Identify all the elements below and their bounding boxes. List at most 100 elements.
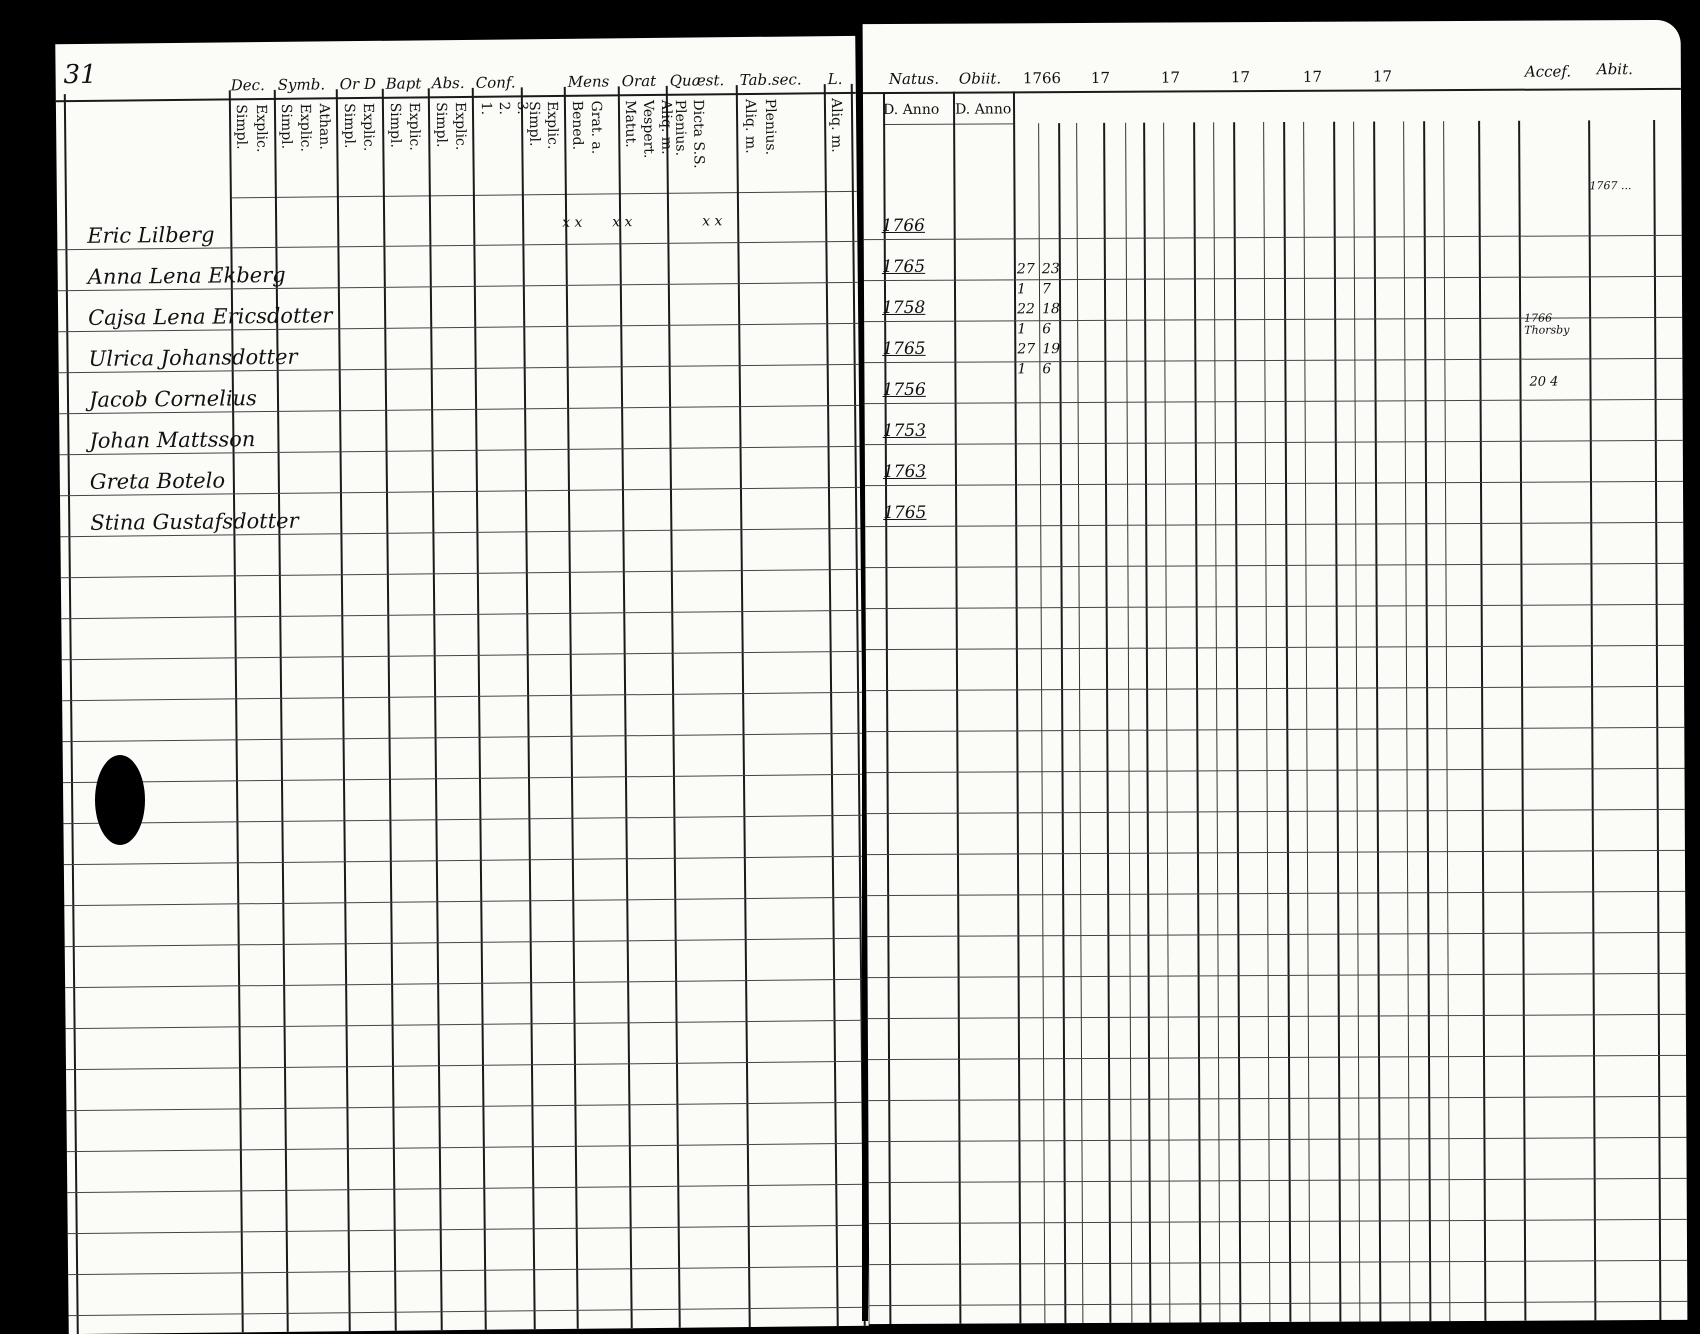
row-rule [865, 521, 1684, 528]
column-rule [1353, 121, 1361, 1322]
birth-year: 1763 [882, 461, 927, 483]
column-rule [1403, 121, 1411, 1322]
subheader: Simpl. [432, 102, 450, 148]
column-rule [1283, 121, 1292, 1322]
header-tab-sec: Tab.sec. [739, 70, 802, 90]
birth-year: 1765 [882, 338, 926, 360]
mark: x x [562, 214, 583, 231]
row-rule [868, 1177, 1687, 1184]
column-rule [1373, 121, 1382, 1322]
column-rule [1443, 121, 1451, 1322]
subheader: Simpl. [525, 101, 543, 147]
row-rule [864, 357, 1683, 364]
row-rule [866, 767, 1685, 774]
row-rule [865, 562, 1684, 569]
accessit-note: 1766 Thorsby [1524, 311, 1570, 337]
row-rule [863, 234, 1682, 241]
header-abs: Abs. [431, 73, 465, 93]
row-rule [867, 931, 1686, 938]
margin-note: 1767 ... [1589, 179, 1632, 193]
column-rule [1193, 122, 1202, 1323]
column-rule [1653, 120, 1662, 1320]
header-rule [862, 87, 1681, 95]
mark: x x [612, 214, 633, 231]
accessit-note: 20 4 [1529, 374, 1559, 390]
entry-day: 27 [1017, 341, 1036, 358]
name-entry: Jacob Cornelius [88, 386, 258, 412]
row-rule [865, 603, 1684, 610]
row-rule [868, 1054, 1687, 1061]
margin-rule [63, 94, 79, 1334]
subheader: 1. [477, 101, 495, 116]
column-rule [1423, 121, 1432, 1322]
row-rule [863, 275, 1682, 282]
column-rule [1125, 122, 1133, 1323]
column-rule [1143, 122, 1152, 1323]
column-rule [427, 88, 443, 1331]
subheader: Explic. [543, 100, 561, 150]
header-ord: Or D [339, 74, 377, 94]
left-page: 31 Dec. Symb. Or D Bapt Abs. Conf. Mens … [55, 35, 869, 1334]
column-rule [1333, 121, 1342, 1322]
entry-day: 27 [1016, 261, 1035, 278]
header-bapt: Bapt [385, 74, 422, 93]
header-symb: Symb. [277, 75, 326, 94]
column-rule [1303, 121, 1311, 1322]
subheader: Matut. [621, 100, 639, 148]
entry-month: 18 [1042, 301, 1060, 318]
row-rule [867, 972, 1686, 979]
subheader: Simpl. [386, 102, 404, 148]
header-orat: Orat [621, 71, 657, 91]
mark: x x [702, 213, 723, 230]
column-rule [520, 87, 536, 1330]
column-rule [1076, 123, 1084, 1324]
birth-year: 1765 [881, 256, 926, 278]
row-rule [864, 439, 1683, 446]
column-rule [381, 88, 397, 1331]
column-rule [823, 84, 839, 1327]
year-header: 17 [1230, 68, 1251, 87]
subheader-rule [231, 190, 857, 199]
subheader: Vespert. [639, 99, 657, 159]
header-l: L. [827, 69, 843, 89]
row-rule [866, 726, 1685, 733]
name-entry: Greta Botelo [89, 468, 226, 494]
name-entry: Cajsa Lena Ericsdotter [88, 303, 333, 330]
page-hole [95, 755, 145, 845]
column-rule [617, 86, 633, 1329]
subheader-natus: D. Anno [883, 101, 940, 119]
year-header: 1766 [1022, 69, 1062, 88]
year-header: 17 [1302, 67, 1323, 86]
name-entry: Ulrica Johansdotter [88, 344, 298, 371]
subheader-obiit: D. Anno [955, 101, 1012, 118]
entry-day: 1 [1016, 281, 1026, 298]
column-rule [1213, 122, 1221, 1323]
entry-month: 19 [1042, 341, 1061, 358]
birth-year: 1766 [881, 215, 925, 237]
header-dec: Dec. [230, 76, 265, 95]
entry-day: 1 [1017, 361, 1027, 378]
column-rule [1518, 120, 1527, 1321]
column-rule [1163, 122, 1171, 1323]
subheader: Aliq. m. [827, 97, 845, 153]
row-rule [867, 890, 1686, 897]
column-rule [735, 85, 751, 1328]
column-rule [335, 89, 351, 1332]
subheader: Athan. [315, 103, 333, 150]
column-rule [1478, 120, 1487, 1321]
subheader: Aliq. m. [741, 98, 759, 154]
birth-year: 1756 [882, 379, 926, 401]
entry-month: 23 [1041, 261, 1060, 278]
subheader: 2. [495, 101, 513, 115]
name-entry: Eric Lilberg [87, 222, 215, 248]
column-rule [471, 87, 487, 1330]
subheader: Explic. [296, 103, 314, 153]
subheader: Bened. [568, 100, 586, 151]
subheader: Explic. [405, 102, 423, 151]
header-accessit: Accef. [1524, 62, 1572, 81]
column-rule [563, 86, 579, 1329]
row-rule [867, 1013, 1686, 1020]
header-natus: Natus. [888, 69, 940, 89]
year-header: 17 [1090, 68, 1111, 87]
row-rule [869, 1300, 1688, 1307]
